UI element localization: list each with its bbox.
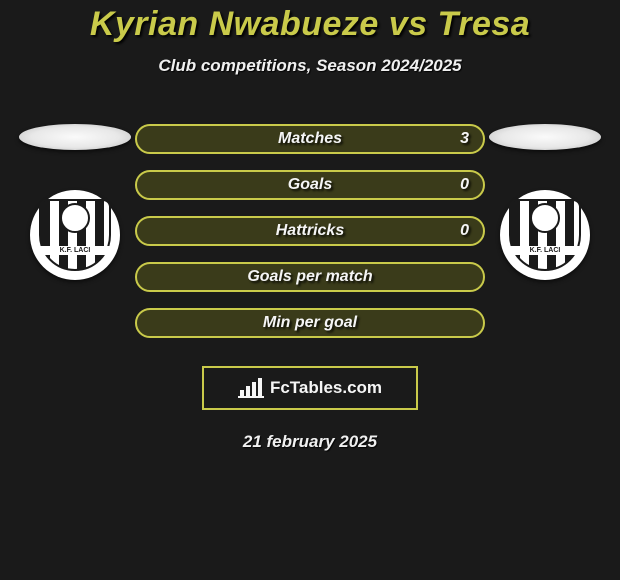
stat-label: Min per goal [263, 314, 357, 332]
stat-right-value: 3 [460, 130, 469, 148]
brand-text: FcTables.com [270, 378, 382, 398]
player-platform-right [489, 124, 601, 150]
badge-circle: K.F. LACI [30, 190, 120, 280]
badge-circle: K.F. LACI [500, 190, 590, 280]
stat-row-goals: Goals 0 [135, 170, 485, 200]
stat-label: Goals per match [247, 268, 372, 286]
content-row: K.F. LACI Matches 3 Goals 0 Hattricks 0 [0, 124, 620, 338]
subtitle: Club competitions, Season 2024/2025 [0, 56, 620, 76]
bar-chart-icon [238, 378, 264, 398]
stat-label: Hattricks [276, 222, 344, 240]
club-badge-left: K.F. LACI [25, 190, 125, 280]
comparison-card: Kyrian Nwabueze vs Tresa Club competitio… [0, 0, 620, 452]
stat-label: Goals [288, 176, 332, 194]
stat-row-hattricks: Hattricks 0 [135, 216, 485, 246]
stats-list: Matches 3 Goals 0 Hattricks 0 Goals per … [135, 124, 485, 338]
club-label-right: K.F. LACI [509, 246, 581, 255]
stat-right-value: 0 [460, 176, 469, 194]
club-label-left: K.F. LACI [39, 246, 111, 255]
stat-row-min-per-goal: Min per goal [135, 308, 485, 338]
page-title: Kyrian Nwabueze vs Tresa [0, 5, 620, 44]
footer-date: 21 february 2025 [0, 432, 620, 452]
stat-row-matches: Matches 3 [135, 124, 485, 154]
stat-row-goals-per-match: Goals per match [135, 262, 485, 292]
stat-right-value: 0 [460, 222, 469, 240]
stat-label: Matches [278, 130, 342, 148]
right-player-column: K.F. LACI [485, 124, 605, 280]
club-badge-right: K.F. LACI [495, 190, 595, 280]
brand-link[interactable]: FcTables.com [202, 366, 418, 410]
player-platform-left [19, 124, 131, 150]
left-player-column: K.F. LACI [15, 124, 135, 280]
